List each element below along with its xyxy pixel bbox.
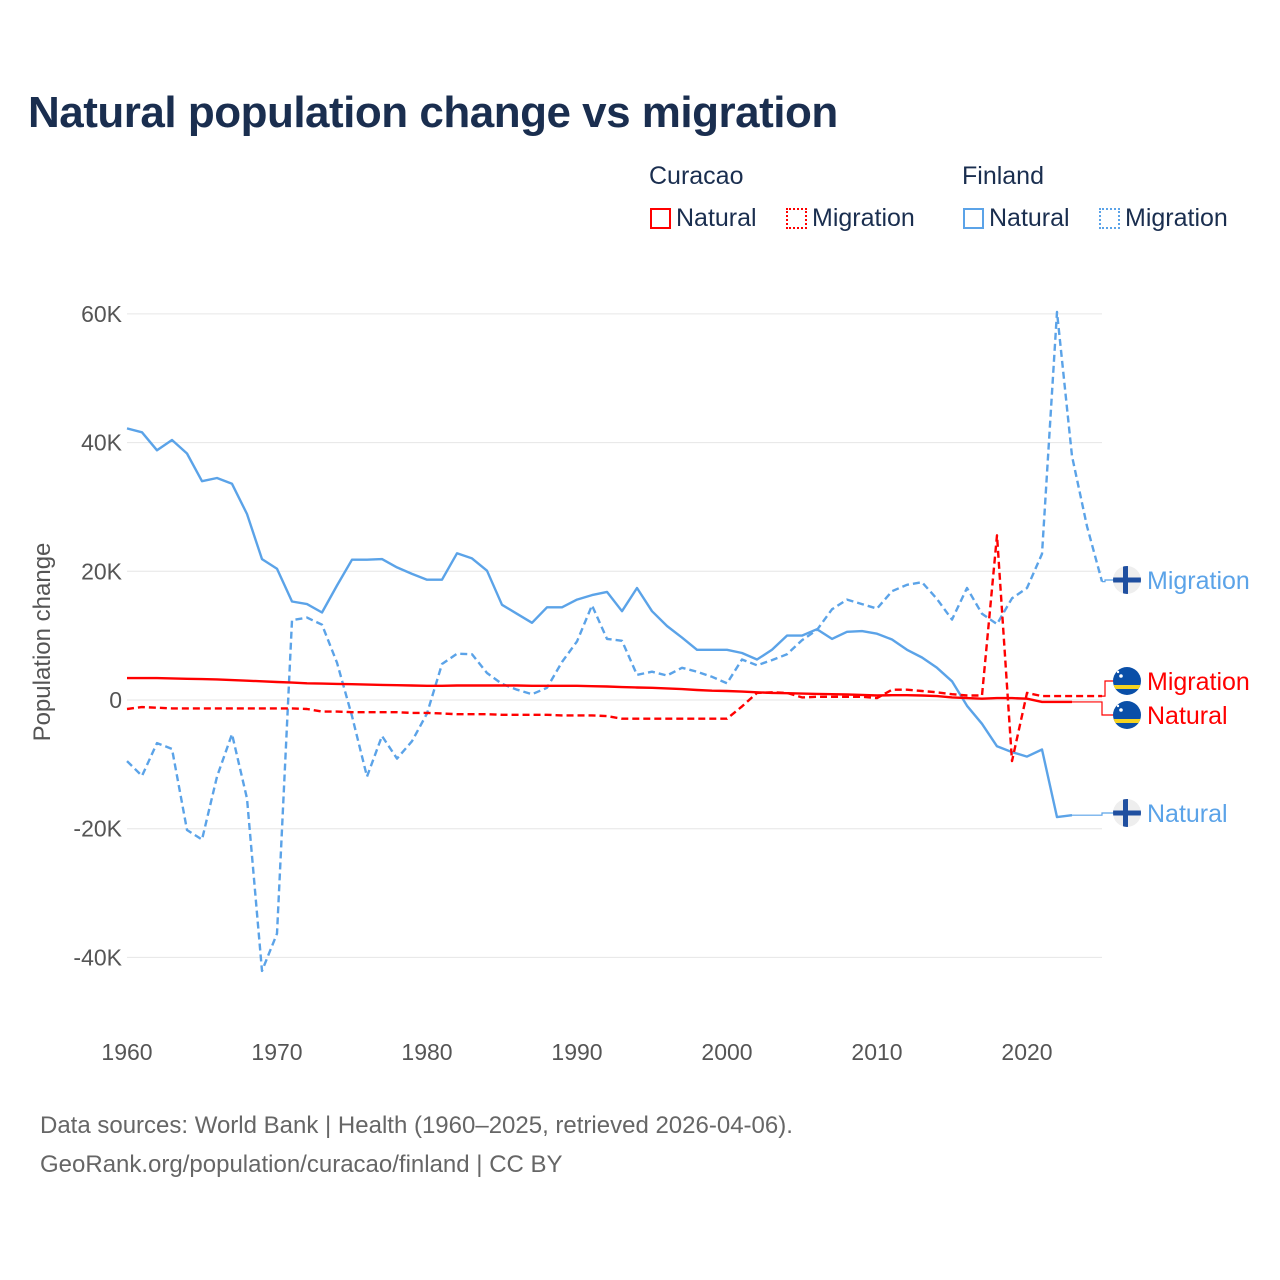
- end-label-finland-migration: Migration: [1147, 567, 1250, 595]
- legend-item-curacao-natural[interactable]: Natural: [650, 204, 757, 233]
- chart-title: Natural population change vs migration: [28, 88, 838, 137]
- y-tick-label: -20K: [73, 816, 122, 842]
- x-tick-label: 1960: [101, 1039, 152, 1065]
- footer-sources: Data sources: World Bank | Health (1960–…: [40, 1112, 793, 1139]
- y-axis-ticks: -40K -20K 0 20K 40K 60K: [73, 301, 122, 971]
- x-tick-label: 1990: [551, 1039, 602, 1065]
- label-connector: [1072, 701, 1115, 716]
- y-tick-label: -40K: [73, 944, 122, 970]
- footer: Data sources: World Bank | Health (1960–…: [40, 1106, 793, 1184]
- legend-label: Migration: [1125, 204, 1228, 232]
- end-labels: Natural Migration Natural Migration: [1113, 566, 1250, 828]
- curacao-flag-icon: [1113, 667, 1141, 695]
- x-tick-label: 2010: [851, 1039, 902, 1065]
- legend-swatch-dotted: [786, 208, 807, 229]
- label-connector: [1102, 579, 1115, 583]
- legend-item-finland-migration[interactable]: Migration: [1099, 204, 1228, 233]
- legend-swatch-solid: [963, 208, 984, 229]
- curacao-flag-icon: [1113, 701, 1141, 729]
- finland-flag-icon: [1113, 799, 1141, 827]
- legend-label: Migration: [812, 204, 915, 232]
- gridlines: [127, 313, 1102, 958]
- legend-label: Natural: [989, 204, 1070, 232]
- legend-item-finland-natural[interactable]: Natural: [963, 204, 1070, 233]
- series-line-finland-natural[interactable]: [126, 427, 1073, 819]
- legend-group-title: Finland: [962, 162, 1044, 190]
- y-tick-label: 40K: [81, 430, 123, 456]
- legend-group-curacao: Curacao Natural Migration: [649, 162, 915, 232]
- legend-swatch-solid: [650, 208, 671, 229]
- y-tick-label: 20K: [81, 558, 123, 584]
- label-connector: [1072, 812, 1115, 816]
- y-tick-label: 60K: [81, 301, 123, 327]
- series-line-curacao-natural[interactable]: [127, 676, 1072, 704]
- legend-swatch-dotted: [1099, 208, 1120, 229]
- legend-group-title: Curacao: [649, 162, 744, 190]
- end-label-finland-natural: Natural: [1147, 800, 1228, 828]
- y-tick-label: 0: [109, 687, 122, 713]
- label-connector: [1102, 680, 1115, 697]
- series-line-curacao-migration[interactable]: [126, 534, 1102, 763]
- series-line-finland-migration[interactable]: [126, 310, 1104, 973]
- x-tick-label: 2020: [1001, 1039, 1052, 1065]
- x-tick-label: 1970: [251, 1039, 302, 1065]
- legend-group-finland: Finland Natural Migration: [962, 162, 1228, 232]
- x-tick-label: 2000: [701, 1039, 752, 1065]
- footer-link[interactable]: GeoRank.org/population/curacao/finland |…: [40, 1151, 563, 1178]
- finland-flag-icon: [1113, 566, 1141, 594]
- end-label-curacao-natural: Natural: [1147, 702, 1228, 730]
- y-axis-label: Population change: [29, 543, 56, 742]
- legend-item-curacao-migration[interactable]: Migration: [786, 204, 915, 233]
- x-tick-label: 1980: [401, 1039, 452, 1065]
- x-axis-ticks: 1960 1970 1980 1990 2000 2010 2020: [101, 1039, 1052, 1065]
- legend-label: Natural: [676, 204, 757, 232]
- end-label-curacao-migration: Migration: [1147, 668, 1250, 696]
- series-lines: [126, 310, 1115, 973]
